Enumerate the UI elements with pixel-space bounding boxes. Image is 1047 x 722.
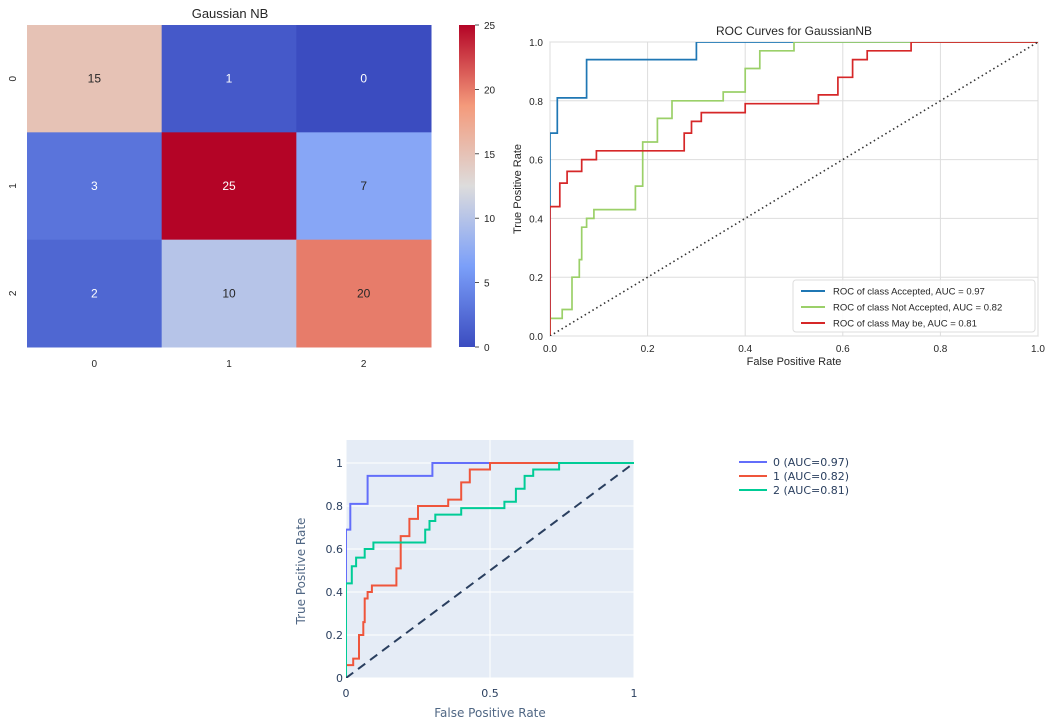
heatmap-cell (27, 132, 163, 241)
plotly-y-tick: 0.8 (326, 500, 344, 513)
roc-grid (549, 41, 1039, 337)
heatmap-cell (161, 239, 297, 348)
roc-x-tick: 0.6 (836, 344, 850, 355)
plotly-xlabel: False Positive Rate (434, 706, 546, 720)
roc-legend-items: ROC of class Accepted, AUC = 0.97 ROC of … (801, 287, 1002, 330)
roc-curves-plotly: 0 0.5 100.20.40.60.81 False Positive Rate … (294, 440, 849, 720)
colorbar-tick-label: 20 (484, 85, 496, 96)
colorbar-ticks: 0 5 10 15 20 25 (475, 21, 496, 354)
plotly-series-line (346, 462, 634, 678)
heatmap-y-tick: 2 (8, 290, 19, 296)
roc-lines (550, 42, 1038, 336)
plotly-legend[interactable]: 0 (AUC=0.97)1 (AUC=0.82)2 (AUC=0.81) (739, 456, 849, 497)
colorbar-tick-label: 10 (484, 214, 496, 225)
roc-y-tick: 0.2 (529, 273, 543, 284)
heatmap-x-tick: 0 (92, 359, 98, 370)
plotly-legend-item[interactable]: 2 (AUC=0.81) (739, 484, 849, 497)
roc-legend-box (792, 279, 1036, 333)
heatmap-cell (161, 25, 297, 133)
heatmap-cell-label: 10 (222, 286, 236, 300)
heatmap-cell (296, 239, 432, 348)
heatmap-y-tick: 1 (8, 183, 19, 189)
heatmap-y-tick: 0 (8, 75, 19, 81)
roc-y-tick: 1.0 (529, 38, 543, 49)
colorbar-tick-label: 5 (484, 279, 490, 290)
heatmap-cell (161, 132, 297, 241)
heatmap-colorbar: 0 5 10 15 20 25 (459, 21, 496, 354)
heatmap-cell-label: 25 (222, 179, 236, 193)
colorbar-tick-label: 0 (484, 343, 490, 354)
plotly-legend-item[interactable]: 1 (AUC=0.82) (739, 470, 849, 483)
heatmap-cell-label: 3 (91, 179, 98, 193)
plotly-y-tick: 0.6 (326, 543, 344, 556)
heatmap-cells: 15 1 03 25 72 10 20 (27, 25, 432, 348)
heatmap-cell (296, 132, 432, 241)
roc-x-tick: 0.8 (933, 344, 947, 355)
roc-legend-label: ROC of class Not Accepted, AUC = 0.82 (833, 303, 1002, 314)
heatmap-cell-label: 7 (360, 179, 367, 193)
roc-curves-matplotlib: ROC Curves for GaussianNB 0.0 0.2 0.4 0.6 0.… (512, 24, 1045, 368)
heatmap-cell-label: 2 (91, 286, 98, 300)
plotly-legend-label: 0 (AUC=0.97) (773, 456, 849, 469)
roc-y-tick: 0.4 (529, 214, 543, 225)
heatmap-cell-label: 15 (88, 72, 102, 86)
plotly-y-tick: 0 (336, 672, 343, 685)
plotly-ticks: 0 0.5 1 0 0.2 0.4 0.6 0.8 1 (326, 457, 638, 700)
plotly-x-tick: 0.5 (481, 687, 499, 700)
roc-x-tick: 0.2 (641, 344, 655, 355)
roc-legend: ROC of class Accepted, AUC = 0.97 ROC of … (792, 279, 1036, 333)
plotly-lines (346, 462, 634, 678)
roc-x-tick: 0.4 (738, 344, 752, 355)
roc-series-line (550, 42, 1038, 336)
heatmap-x-tick: 2 (361, 359, 367, 370)
plotly-ylabel: True Positive Rate (294, 518, 308, 626)
roc-xlabel: False Positive Rate (747, 356, 842, 368)
plotly-series-line (346, 462, 634, 678)
roc-series-line (550, 42, 1038, 336)
heatmap-cell-label: 1 (226, 72, 233, 86)
colorbar-tick-label: 25 (484, 21, 496, 32)
heatmap-ticks: 0 1 2 0 1 2 (8, 75, 367, 370)
plotly-legend-label: 2 (AUC=0.81) (773, 484, 849, 497)
roc-diagonal-line (550, 42, 1038, 336)
plotly-legend-item[interactable]: 0 (AUC=0.97) (739, 456, 849, 469)
plotly-x-tick: 1 (631, 687, 638, 700)
roc-y-tick: 0.0 (529, 332, 543, 343)
plotly-y-tick: 1 (336, 457, 343, 470)
colorbar-gradient (459, 25, 475, 347)
plotly-legend-label: 1 (AUC=0.82) (773, 470, 849, 483)
plotly-series-line (346, 462, 634, 678)
plotly-y-tick: 0.4 (326, 586, 344, 599)
plotly-x-tick: 0 (343, 687, 350, 700)
roc-title: ROC Curves for GaussianNB (716, 24, 872, 38)
roc-ylabel: True Positive Rate (512, 144, 524, 234)
heatmap-cell (27, 25, 163, 133)
heatmap-cell (296, 25, 432, 133)
heatmap-cell-label: 0 (360, 72, 367, 86)
roc-ticks: 0.0 0.2 0.4 0.6 0.8 1.0 0.0 0.2 0.4 0.6 0.8 1.0 (529, 38, 1045, 355)
roc-series-line (550, 42, 1038, 336)
heatmap-cell (27, 239, 163, 348)
roc-x-tick: 0.0 (543, 344, 557, 355)
roc-x-tick: 1.0 (1031, 344, 1045, 355)
roc-y-tick: 0.8 (529, 97, 543, 108)
colorbar-tick-label: 15 (484, 150, 496, 161)
heatmap-cell-label: 20 (357, 286, 371, 300)
heatmap-title: Gaussian NB (192, 6, 269, 21)
roc-legend-label: ROC of class May be, AUC = 0.81 (833, 319, 977, 330)
roc-legend-label: ROC of class Accepted, AUC = 0.97 (833, 287, 985, 298)
plotly-y-tick: 0.2 (326, 629, 344, 642)
heatmap-x-tick: 1 (226, 359, 232, 370)
roc-y-tick: 0.6 (529, 156, 543, 167)
